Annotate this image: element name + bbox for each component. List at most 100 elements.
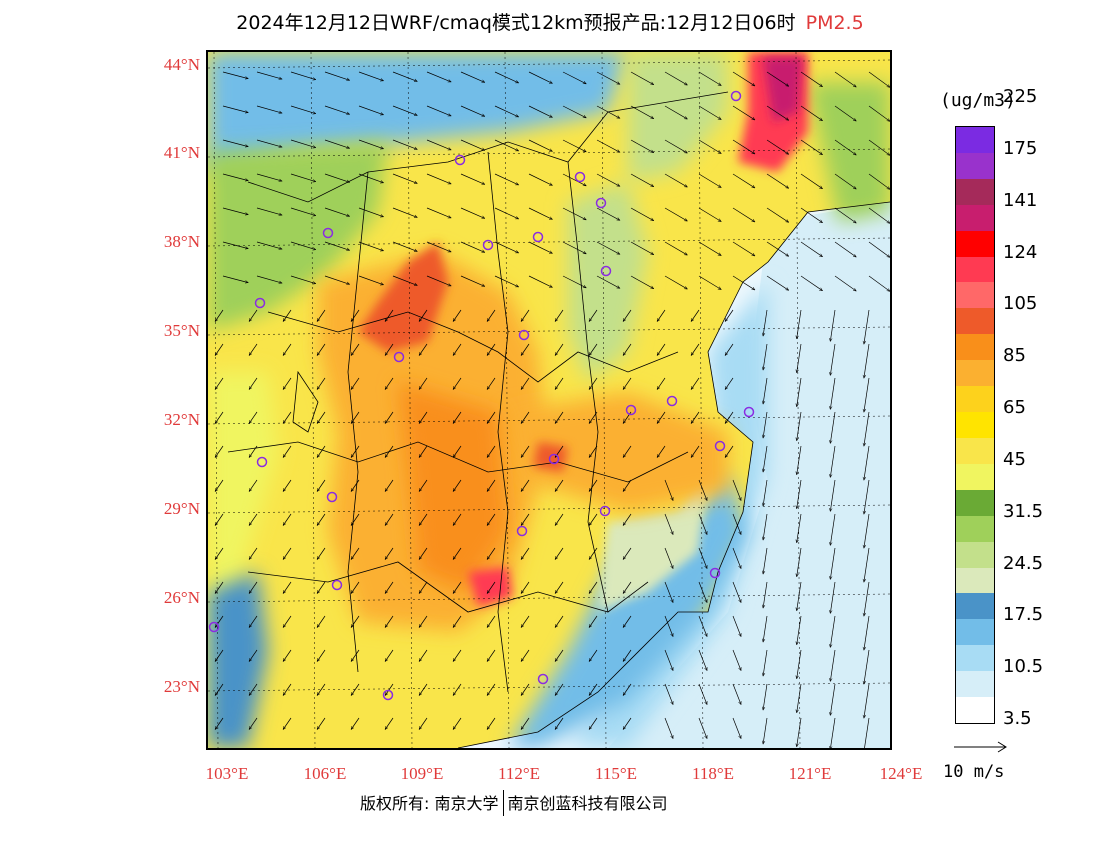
wind-arrow [494, 71, 519, 84]
wind-arrow [630, 241, 654, 255]
wind-arrow [215, 615, 224, 628]
longitude-line [795, 52, 801, 748]
wind-arrow [317, 547, 326, 560]
wind-arrow [494, 105, 519, 118]
city-marker [600, 265, 612, 277]
wind-arrow [834, 173, 856, 189]
wind-arrow [589, 717, 598, 730]
pm25-forecast-map [206, 50, 892, 750]
wind-arrow [664, 717, 673, 739]
wind-arrow [521, 649, 530, 662]
wind-arrow [830, 649, 836, 681]
wind-arrow [698, 615, 707, 637]
wind-arrow [623, 513, 632, 526]
wind-arrow [521, 479, 530, 492]
wind-arrow [864, 513, 870, 548]
wind-arrow [555, 547, 564, 560]
wind-arrow [664, 105, 687, 119]
lat-label: 38°N [163, 232, 200, 251]
wind-arrow [830, 479, 836, 511]
wind-arrow [800, 275, 823, 291]
wind-arrow [487, 479, 496, 492]
org-nanjing-university: 南京大学 [434, 794, 499, 813]
far-northeast-region [808, 82, 890, 222]
wind-arrow [555, 513, 564, 526]
city-marker [625, 404, 637, 416]
wind-arrow [830, 717, 836, 748]
wind-arrow [487, 717, 496, 730]
wind-arrow [763, 377, 768, 404]
wind-arrow [494, 139, 519, 152]
wind-arrow [830, 547, 836, 579]
wind-arrow [419, 377, 428, 390]
wind-arrow [623, 649, 632, 662]
latitude-line [208, 682, 890, 692]
wind-arrow [725, 445, 734, 458]
wind-arrow [834, 275, 856, 291]
wind-arrow [562, 173, 586, 187]
wind-arrow [215, 411, 224, 424]
wind-arrow [283, 411, 292, 424]
colorbar-label: 124 [1003, 241, 1038, 263]
wind-arrow [562, 139, 586, 153]
wind-arrow [657, 343, 666, 356]
wind-arrow [521, 309, 530, 322]
wind-arrow [797, 581, 802, 611]
wind-arrow [864, 377, 870, 412]
wind-arrow [732, 717, 741, 739]
wind-arrow [426, 275, 451, 286]
city-marker [537, 673, 549, 685]
wind-arrow [555, 411, 564, 424]
province-border [267, 311, 679, 383]
wind-arrow [419, 343, 428, 356]
wind-arrow [324, 173, 350, 182]
city-markers [208, 90, 755, 701]
wind-arrow [725, 343, 734, 356]
wind-arrow [732, 275, 755, 290]
wind-arrow [351, 411, 360, 424]
wind-arrow [249, 411, 258, 424]
wind-arrow [630, 173, 654, 187]
wind-arrow [664, 71, 687, 85]
latitude-line [208, 593, 890, 603]
wind-arrow [222, 241, 248, 249]
wind-arrow [351, 479, 360, 492]
city-marker [254, 297, 266, 309]
wind-arrow [657, 445, 666, 458]
wind-arrow [453, 547, 462, 560]
footer-separator [502, 790, 504, 816]
wind-arrow [830, 683, 836, 715]
east-elevated-region [508, 392, 728, 512]
wind-arrow [317, 343, 326, 356]
wind-arrow [385, 615, 394, 628]
org-chuanglan: 南京创蓝科技有限公司 [507, 794, 668, 813]
latitude-line [208, 504, 890, 514]
wind-arrow [521, 615, 530, 628]
colorbar-segment [956, 333, 994, 361]
wind-arrow [725, 411, 734, 424]
wind-arrow [283, 445, 292, 458]
wind-arrow [732, 513, 741, 535]
wind-arrow [589, 377, 598, 390]
wind-arrow [691, 411, 700, 424]
wind-arrow [763, 547, 768, 574]
wind-arrow [317, 445, 326, 458]
wind-arrow [317, 513, 326, 526]
wind-arrow [460, 71, 485, 83]
city-marker [393, 351, 405, 363]
wind-arrow [555, 683, 564, 696]
colorbar-segment [956, 256, 994, 283]
wind-arrow [385, 343, 394, 356]
lon-label: 112°E [497, 764, 541, 783]
city-marker [516, 525, 528, 537]
city-marker [326, 491, 338, 503]
colorbar-label: 3.5 [1003, 708, 1032, 730]
wind-arrow [664, 479, 673, 501]
city-marker [714, 440, 726, 452]
wind-arrow [797, 411, 802, 441]
wind-arrow [630, 105, 654, 119]
wind-arrow [528, 105, 552, 118]
concentration-field [208, 52, 890, 748]
wind-arrow [691, 377, 700, 390]
city-marker [322, 227, 334, 239]
